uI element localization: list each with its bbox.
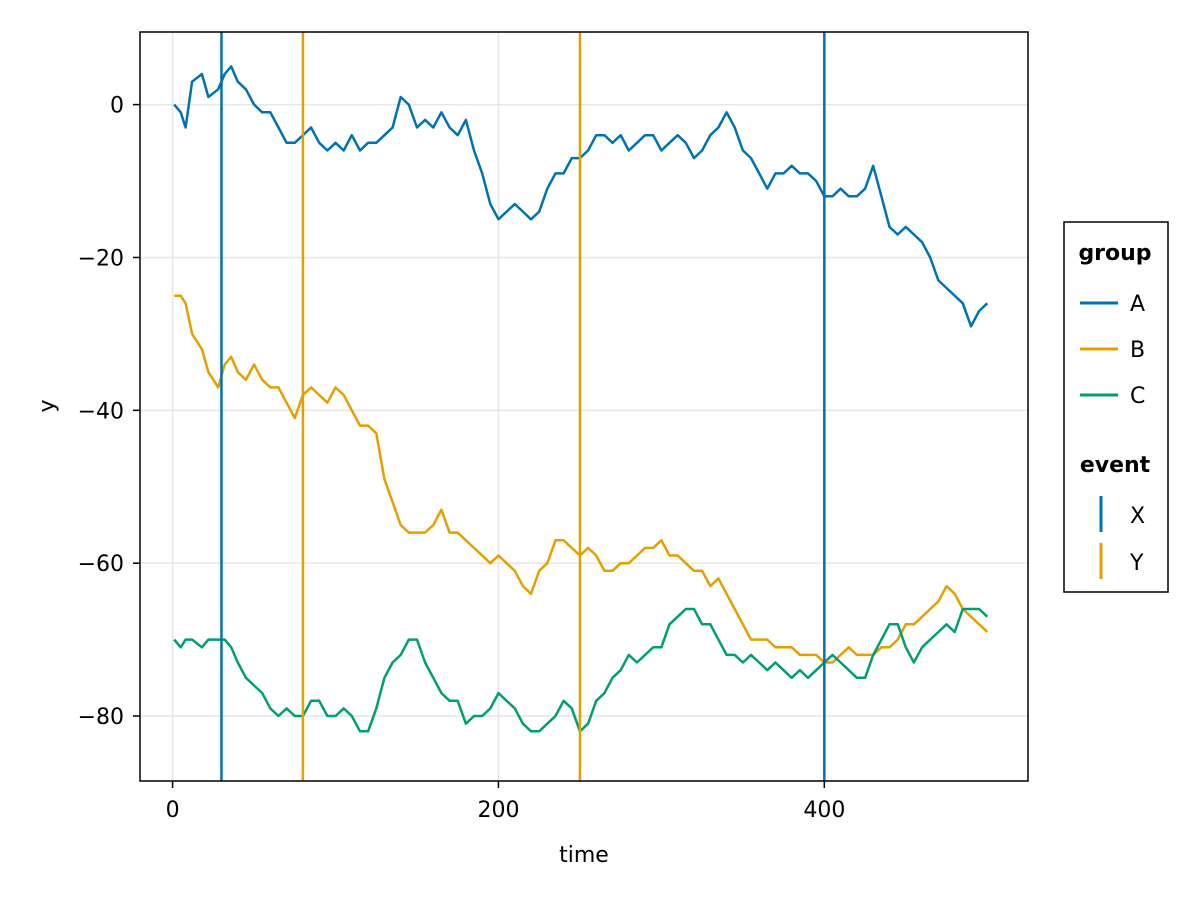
legend-label-c: C xyxy=(1130,384,1145,409)
legend-label-b: B xyxy=(1130,338,1145,363)
x-tick-label-0: 0 xyxy=(166,798,180,823)
y-tick-label-0: 0 xyxy=(110,94,124,119)
legend: group A B C event X Y xyxy=(1063,221,1169,593)
y-axis-ticks: 0 −20 −40 −60 −80 xyxy=(78,94,140,730)
series-line-b xyxy=(174,294,989,664)
legend-frame xyxy=(1063,221,1169,593)
legend-title-group: group xyxy=(1078,241,1151,266)
x-tick-label-2: 400 xyxy=(803,798,845,823)
series-line-a xyxy=(173,65,989,328)
y-tick-label-3: −60 xyxy=(78,552,124,577)
series-lines xyxy=(173,65,989,733)
legend-label-y: Y xyxy=(1129,551,1144,576)
series-line-c xyxy=(173,607,989,733)
x-axis-label: time xyxy=(559,843,609,868)
legend-label-a: A xyxy=(1130,292,1145,317)
plot-area-frame xyxy=(139,31,1029,782)
legend-label-x: X xyxy=(1130,504,1145,529)
event-lines xyxy=(220,32,826,781)
x-tick-label-1: 200 xyxy=(477,798,519,823)
x-axis-ticks: 0 200 400 xyxy=(166,781,845,823)
y-tick-label-2: −40 xyxy=(78,399,124,424)
y-axis-label: y xyxy=(35,399,60,412)
y-tick-label-1: −20 xyxy=(78,246,124,271)
legend-title-event: event xyxy=(1080,453,1151,478)
y-tick-label-4: −80 xyxy=(78,705,124,730)
